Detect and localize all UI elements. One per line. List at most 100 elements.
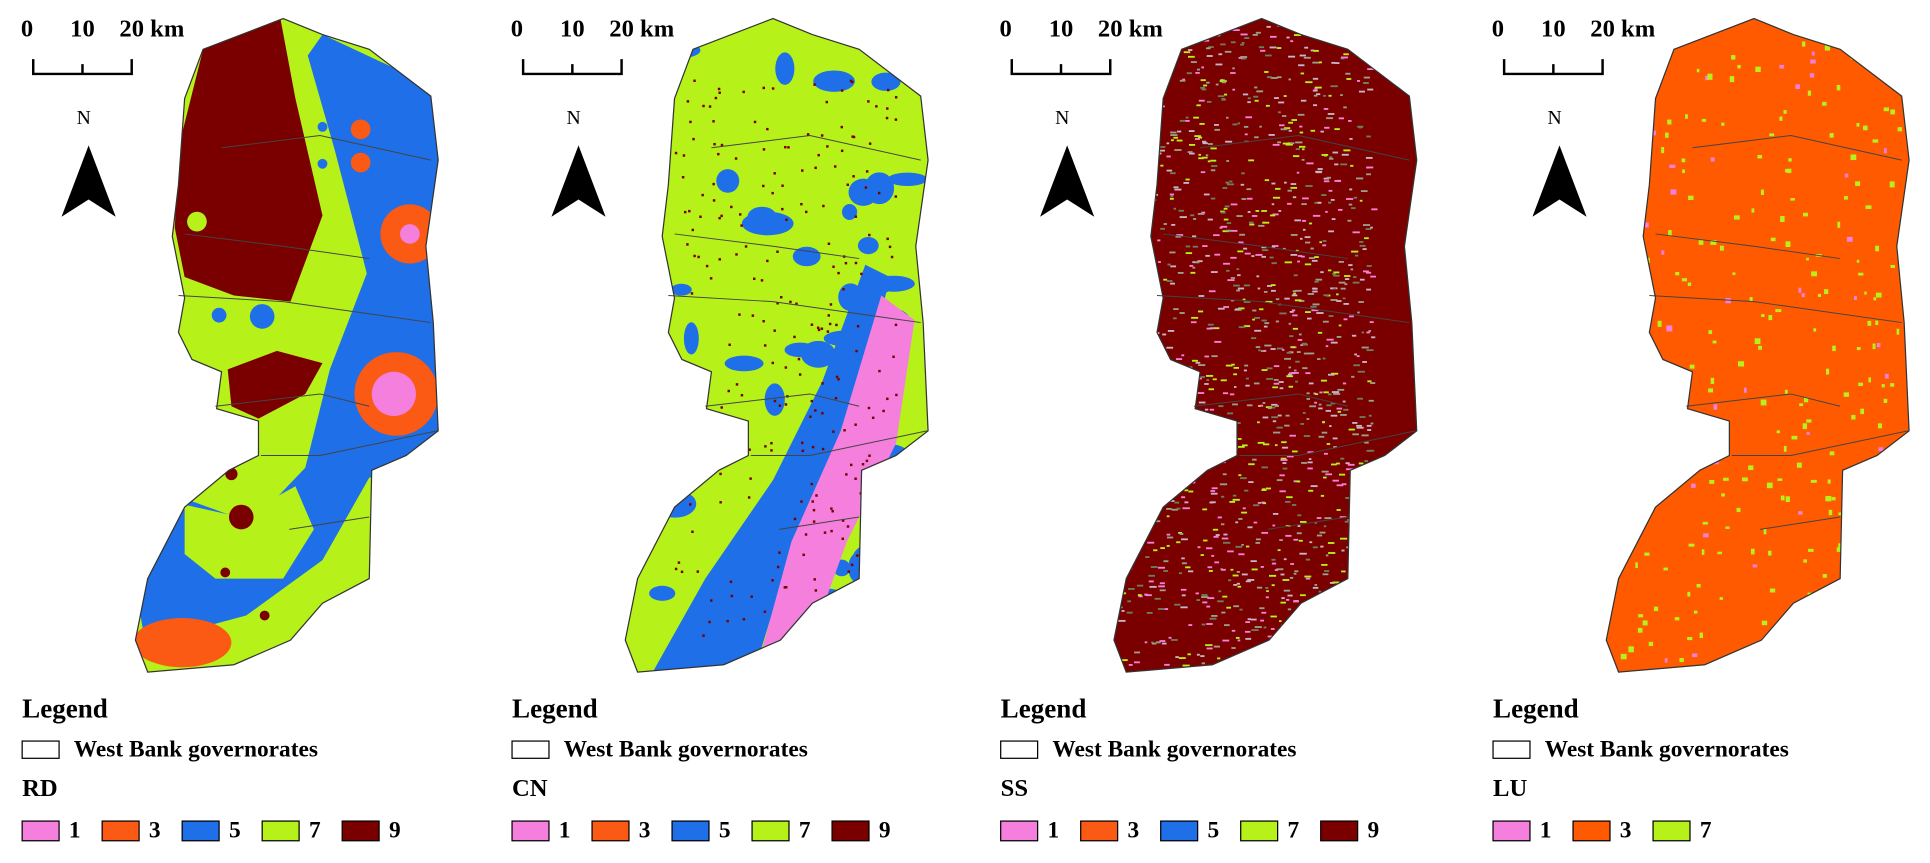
speck bbox=[1115, 131, 1119, 134]
speck bbox=[735, 253, 738, 256]
speck bbox=[1178, 209, 1184, 212]
speck bbox=[1199, 123, 1205, 125]
speck bbox=[1310, 485, 1318, 488]
speck bbox=[1223, 306, 1230, 308]
speck bbox=[1194, 430, 1198, 432]
speck bbox=[1328, 230, 1334, 233]
speck bbox=[1238, 474, 1242, 477]
speck bbox=[1262, 416, 1269, 419]
speck bbox=[1314, 87, 1318, 90]
speck bbox=[753, 120, 757, 124]
speck bbox=[773, 399, 777, 403]
speck bbox=[1802, 423, 1808, 430]
speck bbox=[1323, 94, 1326, 97]
speck bbox=[1201, 88, 1207, 91]
class-swatch bbox=[21, 820, 60, 842]
speck bbox=[1185, 566, 1191, 569]
speck bbox=[1215, 534, 1220, 536]
speck bbox=[1785, 241, 1791, 248]
speck bbox=[1128, 49, 1134, 52]
speck bbox=[1258, 405, 1261, 407]
speck bbox=[1260, 619, 1265, 622]
speck bbox=[1292, 196, 1297, 199]
speck bbox=[760, 279, 764, 282]
speck bbox=[1245, 637, 1252, 640]
speck bbox=[1237, 639, 1241, 642]
speck bbox=[1219, 419, 1227, 422]
speck bbox=[1708, 388, 1714, 393]
zone bbox=[871, 576, 902, 596]
speck bbox=[1295, 360, 1300, 363]
speck bbox=[1128, 273, 1135, 275]
speck bbox=[1161, 460, 1168, 463]
speck bbox=[1732, 272, 1736, 276]
speck bbox=[1146, 611, 1153, 614]
speck bbox=[1272, 420, 1277, 423]
speck bbox=[1341, 483, 1347, 486]
speck bbox=[1899, 438, 1904, 444]
speck bbox=[1627, 404, 1634, 410]
speck bbox=[1114, 242, 1121, 245]
speck bbox=[1689, 364, 1695, 369]
speck bbox=[1190, 271, 1196, 274]
speck bbox=[1292, 155, 1300, 158]
speck bbox=[864, 186, 868, 189]
speck bbox=[1342, 382, 1347, 385]
speck bbox=[1843, 392, 1849, 397]
speck bbox=[873, 559, 877, 563]
speck bbox=[1227, 412, 1234, 415]
speck bbox=[1298, 145, 1306, 148]
speck bbox=[1221, 537, 1229, 540]
speck bbox=[1200, 171, 1206, 174]
speck bbox=[1229, 393, 1235, 396]
speck bbox=[1254, 99, 1259, 102]
speck bbox=[1245, 384, 1250, 387]
speck bbox=[1329, 596, 1336, 598]
speck bbox=[1898, 486, 1902, 490]
speck bbox=[1118, 162, 1122, 165]
speck bbox=[1325, 607, 1328, 610]
speck bbox=[1219, 450, 1225, 453]
speck bbox=[1306, 162, 1314, 165]
speck bbox=[1148, 348, 1152, 351]
speck bbox=[1645, 106, 1651, 111]
speck bbox=[1130, 274, 1137, 277]
speck bbox=[1117, 371, 1124, 374]
speck bbox=[1890, 109, 1895, 115]
speck bbox=[1293, 599, 1299, 602]
speck bbox=[1237, 274, 1241, 277]
speck bbox=[1370, 382, 1376, 385]
speck bbox=[1197, 310, 1204, 313]
class-swatch bbox=[1572, 820, 1611, 842]
speck bbox=[1148, 364, 1156, 367]
speck bbox=[1300, 625, 1307, 628]
speck bbox=[1181, 557, 1185, 560]
speck bbox=[1218, 590, 1222, 593]
speck bbox=[1156, 468, 1160, 471]
speck bbox=[1691, 483, 1696, 488]
speck bbox=[1240, 477, 1247, 480]
speck bbox=[1328, 94, 1332, 97]
speck bbox=[1323, 452, 1328, 455]
speck bbox=[830, 653, 834, 656]
speck bbox=[1297, 514, 1302, 517]
class-label: 1 bbox=[559, 818, 571, 844]
speck bbox=[1266, 285, 1273, 287]
governorate-boundaries bbox=[1649, 134, 1908, 530]
speck bbox=[1640, 516, 1647, 521]
speck bbox=[1269, 35, 1277, 38]
speck bbox=[1353, 276, 1357, 279]
speck bbox=[784, 403, 788, 406]
speck bbox=[800, 500, 803, 503]
speck bbox=[1230, 299, 1235, 302]
speck bbox=[1237, 438, 1242, 440]
speck bbox=[1325, 593, 1330, 596]
speck bbox=[771, 361, 775, 365]
speck bbox=[1129, 475, 1135, 478]
speck bbox=[1256, 90, 1264, 93]
speck bbox=[1137, 286, 1144, 288]
speck bbox=[1245, 621, 1251, 624]
scale-bar bbox=[32, 59, 133, 76]
speck bbox=[742, 618, 746, 621]
speck bbox=[1748, 465, 1754, 471]
